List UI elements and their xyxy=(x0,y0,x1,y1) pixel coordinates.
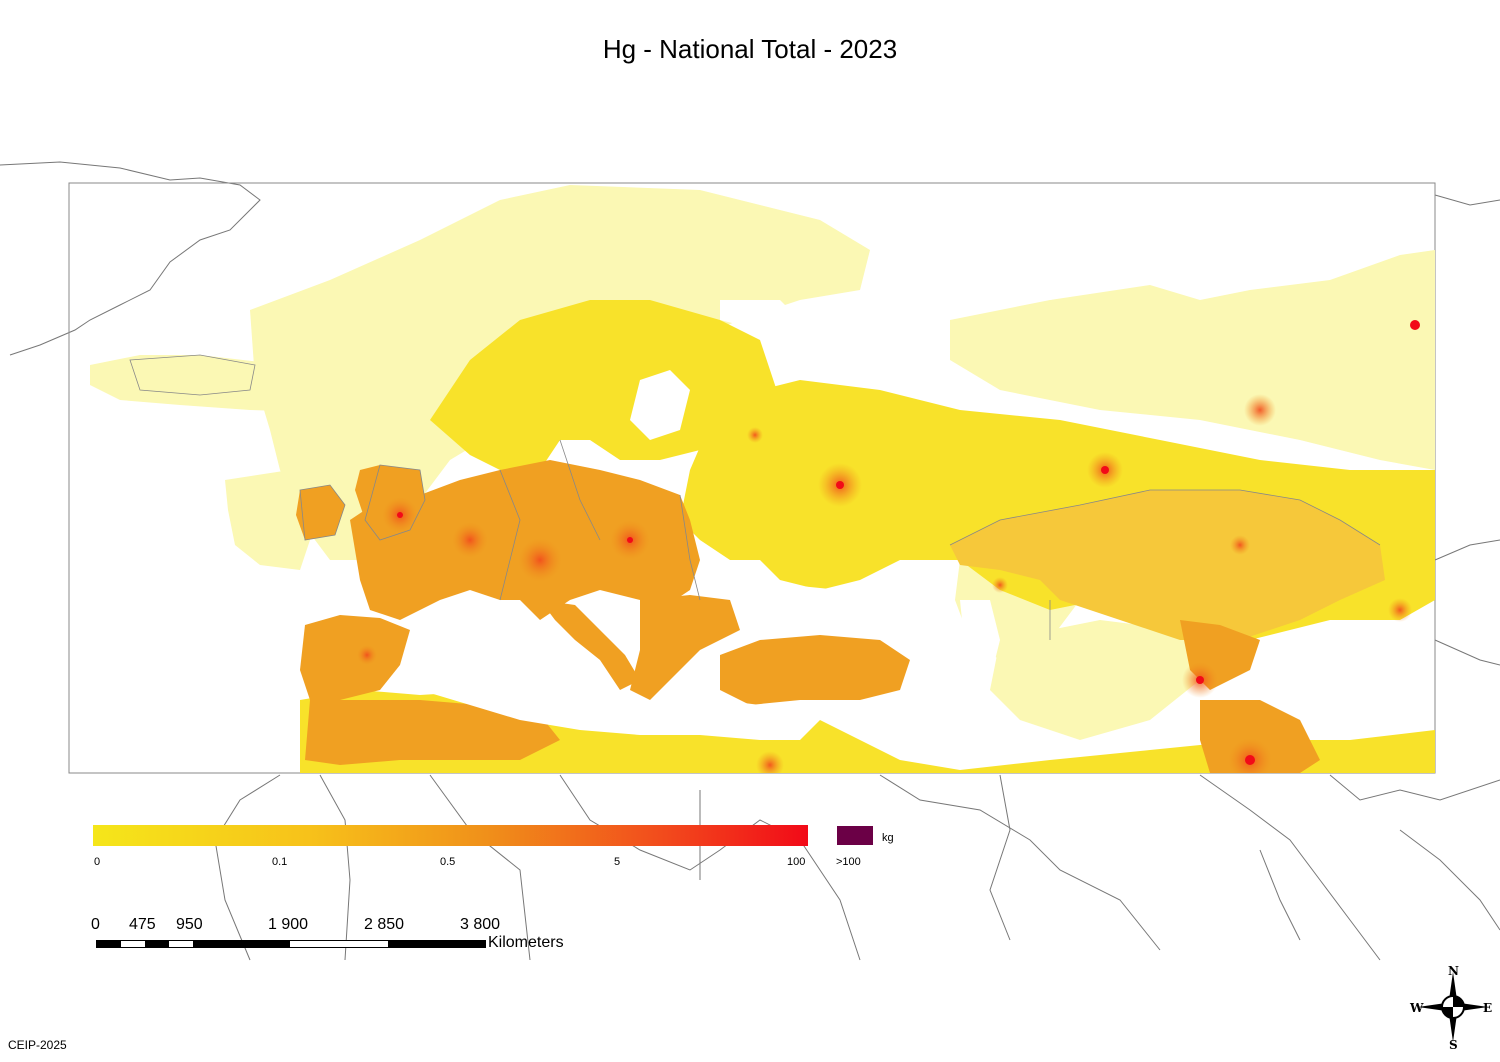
credit-label: CEIP-2025 xyxy=(8,1038,67,1052)
scale-bar xyxy=(96,940,486,948)
legend-tick: 0.1 xyxy=(272,856,288,868)
legend-tick: 100 xyxy=(787,856,806,868)
scale-label: 475 xyxy=(129,916,156,933)
compass-west: W xyxy=(1410,1001,1424,1015)
legend-color-ramp xyxy=(93,825,808,846)
scale-label: 0 xyxy=(91,916,100,933)
map-title: Hg - National Total - 2023 xyxy=(602,34,898,64)
legend-over-label: >100 xyxy=(836,856,861,868)
seas xyxy=(410,240,1190,740)
borders xyxy=(129,354,1381,640)
compass-south: S xyxy=(1449,1038,1458,1052)
compass-east: E xyxy=(1483,1001,1493,1015)
legend-tick: 5 xyxy=(614,856,621,868)
compass-icon xyxy=(1418,972,1488,1042)
legend-tick: 0 xyxy=(94,856,101,868)
legend-over-swatch xyxy=(837,826,873,845)
scale-label: 3 800 xyxy=(460,916,501,933)
scale-label: 950 xyxy=(176,916,203,933)
kazakhstan-region xyxy=(950,490,1385,640)
legend-unit: kg xyxy=(882,832,894,844)
compass-rose: N S E W xyxy=(1408,962,1498,1052)
legend-tick: 0.5 xyxy=(440,856,456,868)
scale-unit: Kilometers xyxy=(488,934,564,951)
emission-hotspots xyxy=(357,320,1420,773)
compass-north: N xyxy=(1448,964,1459,978)
scale-label: 1 900 xyxy=(268,916,309,933)
orange-land xyxy=(296,460,1320,773)
scale-label: 2 850 xyxy=(364,916,405,933)
